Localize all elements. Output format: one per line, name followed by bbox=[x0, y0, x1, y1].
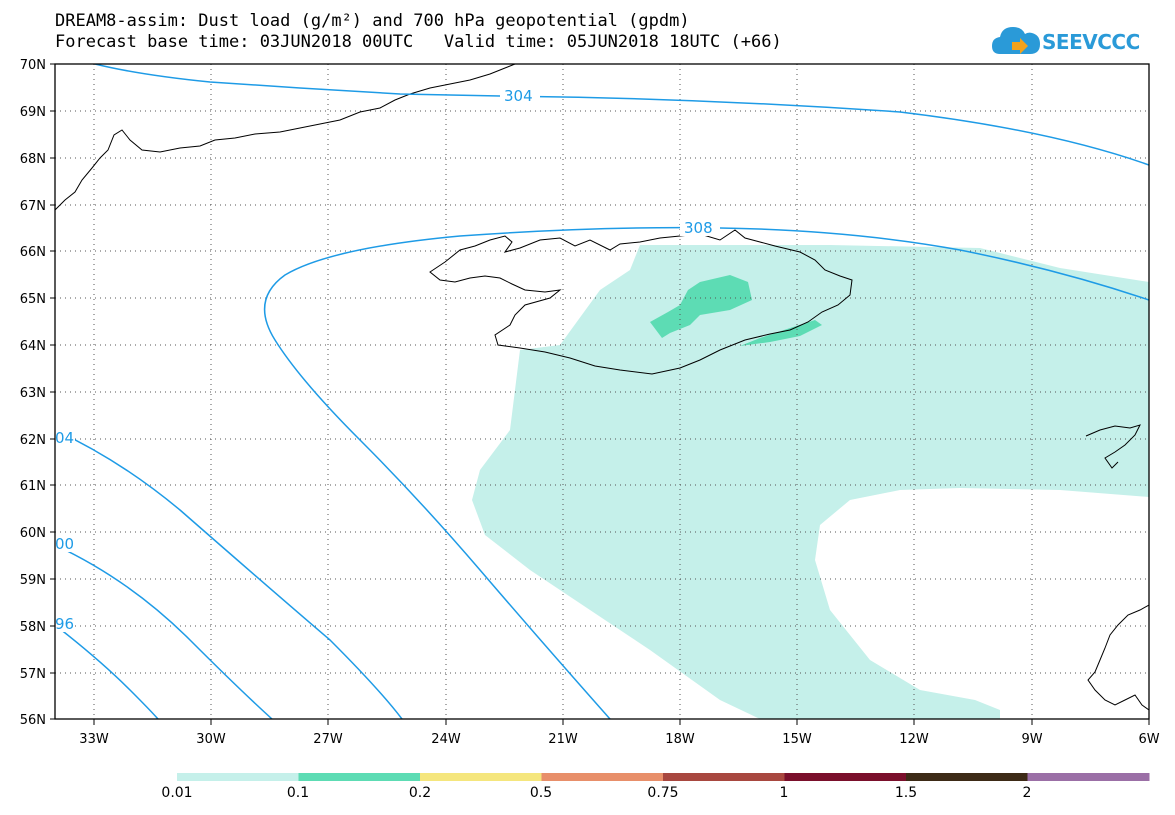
dust-shading bbox=[472, 245, 1149, 719]
legend-swatch bbox=[663, 773, 785, 781]
contour-labels: 304 308 04 00 96 bbox=[55, 86, 720, 633]
cloud-icon bbox=[992, 27, 1040, 54]
legend-label: 1 bbox=[780, 785, 789, 801]
lon-label: 6W bbox=[1138, 732, 1159, 747]
contour-308 bbox=[263, 226, 1149, 719]
iceland-coast bbox=[429, 229, 853, 375]
forecast-times: Forecast base time: 03JUN2018 00UTC Vali… bbox=[55, 32, 782, 52]
lon-label: 12W bbox=[899, 732, 929, 747]
dust-area-medium bbox=[650, 275, 752, 338]
lon-label: 33W bbox=[79, 732, 109, 747]
axis-ticks bbox=[50, 63, 1150, 725]
lon-label: 24W bbox=[431, 732, 461, 747]
lat-label: 57N bbox=[20, 667, 46, 682]
legend-label: 0.75 bbox=[647, 785, 678, 801]
lat-label: 63N bbox=[20, 386, 46, 401]
legend-swatch bbox=[1027, 773, 1150, 781]
legend-label: 1.5 bbox=[895, 785, 917, 801]
legend-labels: 0.01 0.1 0.2 0.5 0.75 1 1.5 2 bbox=[161, 785, 1031, 801]
contour-304-south bbox=[55, 429, 403, 719]
lat-label: 70N bbox=[20, 58, 46, 73]
lat-label: 60N bbox=[20, 526, 46, 541]
geopotential-contours bbox=[55, 64, 1149, 719]
contour-label-296: 96 bbox=[55, 615, 74, 633]
legend-label: 0.2 bbox=[409, 785, 431, 801]
lon-label: 15W bbox=[782, 732, 812, 747]
lon-label: 30W bbox=[196, 732, 226, 747]
lat-label: 56N bbox=[20, 713, 46, 728]
contour-296 bbox=[55, 624, 159, 719]
contour-label-308: 308 bbox=[684, 219, 713, 237]
legend-swatch bbox=[784, 773, 907, 781]
dust-area-low bbox=[472, 245, 1149, 719]
lat-label: 65N bbox=[20, 292, 46, 307]
legend-label: 2 bbox=[1023, 785, 1032, 801]
lat-label: 69N bbox=[20, 105, 46, 120]
graticule bbox=[55, 64, 1149, 719]
dust-area-medium-coast bbox=[740, 320, 822, 346]
legend-label: 0.1 bbox=[287, 785, 309, 801]
lon-label: 18W bbox=[665, 732, 695, 747]
legend-swatch bbox=[906, 773, 1028, 781]
lat-label: 62N bbox=[20, 433, 46, 448]
lat-label: 67N bbox=[20, 199, 46, 214]
legend-swatches bbox=[177, 773, 1150, 781]
lon-label: 21W bbox=[548, 732, 578, 747]
legend-label: 0.5 bbox=[530, 785, 552, 801]
lon-label: 27W bbox=[313, 732, 343, 747]
lon-label: 9W bbox=[1021, 732, 1042, 747]
lat-label: 61N bbox=[20, 479, 46, 494]
contour-label-304: 304 bbox=[504, 87, 533, 105]
seevccc-logo: SEEVCCC bbox=[990, 20, 1140, 60]
legend-swatch bbox=[298, 773, 421, 781]
scotland-coast bbox=[1087, 604, 1149, 711]
coastlines bbox=[55, 64, 1149, 711]
lat-label: 68N bbox=[20, 152, 46, 167]
lat-label: 66N bbox=[20, 245, 46, 260]
legend-swatch bbox=[541, 773, 664, 781]
legend-label: 0.01 bbox=[161, 785, 192, 801]
contour-300 bbox=[55, 544, 273, 719]
longitude-labels: 33W 30W 27W 24W 21W 18W 15W 12W 9W 6W bbox=[79, 732, 1159, 747]
greenland-coast bbox=[55, 64, 516, 211]
contour-label-304-left: 04 bbox=[55, 429, 74, 447]
contour-304 bbox=[94, 64, 1149, 166]
contour-label-300: 00 bbox=[55, 535, 74, 553]
latitude-labels: 70N 69N 68N 67N 66N 65N 64N 63N 62N 61N … bbox=[20, 58, 46, 728]
map-title: DREAM8-assim: Dust load (g/m²) and 700 h… bbox=[55, 11, 690, 31]
logo-text: SEEVCCC bbox=[1042, 30, 1140, 54]
lat-label: 58N bbox=[20, 620, 46, 635]
faroe-islands bbox=[1085, 424, 1141, 469]
lat-label: 59N bbox=[20, 573, 46, 588]
legend-swatch bbox=[177, 773, 299, 781]
lat-label: 64N bbox=[20, 339, 46, 354]
legend-swatch bbox=[420, 773, 542, 781]
